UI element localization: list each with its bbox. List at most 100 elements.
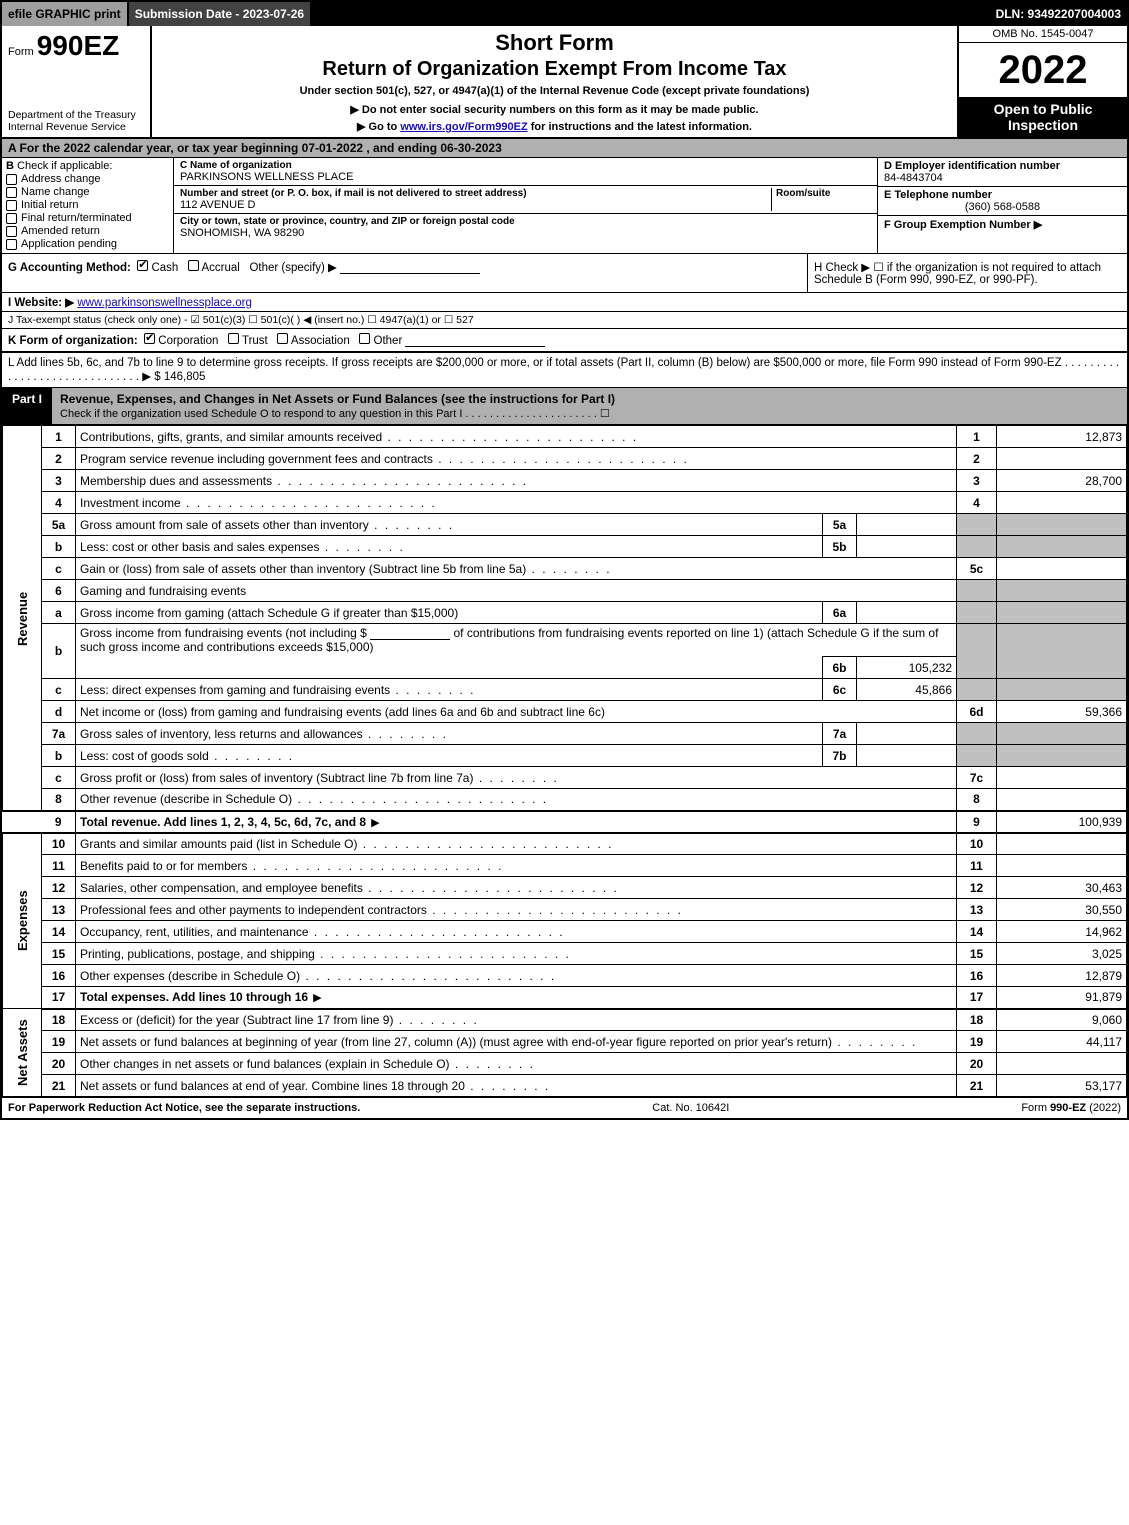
mid-val: 105,232: [857, 657, 957, 679]
line-desc: Salaries, other compensation, and employ…: [80, 881, 619, 895]
table-row: 2 Program service revenue including gove…: [3, 448, 1127, 470]
line-desc: Occupancy, rent, utilities, and maintena…: [80, 925, 565, 939]
line-desc: Less: cost of goods sold: [80, 749, 294, 763]
side-revenue: Revenue: [3, 426, 42, 811]
chk-amended-return[interactable]: Amended return: [6, 225, 169, 237]
table-row: 13 Professional fees and other payments …: [3, 899, 1127, 921]
efile-print-button[interactable]: efile GRAPHIC print: [2, 2, 129, 26]
g-label: G Accounting Method:: [8, 262, 131, 274]
blank-input[interactable]: [370, 627, 450, 640]
row-k: K Form of organization: Corporation Trus…: [2, 329, 1127, 353]
header-right: OMB No. 1545-0047 2022 Open to Public In…: [957, 26, 1127, 137]
checkbox-icon[interactable]: [137, 260, 148, 271]
checkbox-icon[interactable]: [228, 333, 239, 344]
res-num: 14: [957, 921, 997, 943]
line-num: 6: [42, 580, 76, 602]
part-i-label: Part I: [2, 388, 52, 424]
k-other-input[interactable]: [405, 334, 545, 347]
checkbox-icon[interactable]: [359, 333, 370, 344]
b-check-label: Check if applicable:: [17, 160, 112, 172]
checkbox-icon[interactable]: [188, 260, 199, 271]
title-return: Return of Organization Exempt From Incom…: [160, 58, 949, 81]
shade: [997, 536, 1127, 558]
line-desc: Less: cost or other basis and sales expe…: [80, 540, 405, 554]
mid-val: [857, 745, 957, 767]
res-num: 21: [957, 1075, 997, 1097]
submission-date: Submission Date - 2023-07-26: [129, 2, 312, 26]
chk-final-return[interactable]: Final return/terminated: [6, 212, 169, 224]
title-short-form: Short Form: [160, 30, 949, 56]
mid-num: 6b: [823, 657, 857, 679]
topbar: efile GRAPHIC print Submission Date - 20…: [2, 2, 1127, 26]
res-num: 13: [957, 899, 997, 921]
table-row: 14 Occupancy, rent, utilities, and maint…: [3, 921, 1127, 943]
table-row: 8 Other revenue (describe in Schedule O)…: [3, 789, 1127, 811]
c-street-label: Number and street (or P. O. box, if mail…: [180, 188, 771, 199]
line-desc: Total revenue. Add lines 1, 2, 3, 4, 5c,…: [80, 815, 366, 829]
shade: [957, 536, 997, 558]
shade: [997, 723, 1127, 745]
chk-application-pending[interactable]: Application pending: [6, 238, 169, 250]
line-desc: Gross sales of inventory, less returns a…: [80, 727, 448, 741]
line-num: 12: [42, 877, 76, 899]
line-num: 9: [42, 811, 76, 833]
res-val: 9,060: [997, 1009, 1127, 1031]
table-row: c Gross profit or (loss) from sales of i…: [3, 767, 1127, 789]
table-row: 16 Other expenses (describe in Schedule …: [3, 965, 1127, 987]
line-desc: Investment income: [80, 496, 437, 510]
header-left: Form 990EZ Department of the Treasury In…: [2, 26, 152, 137]
c-name-label: C Name of organization: [180, 160, 871, 171]
res-num: 6d: [957, 701, 997, 723]
res-val: [997, 833, 1127, 855]
chk-address-change[interactable]: Address change: [6, 173, 169, 185]
line-num: d: [42, 701, 76, 723]
block-bcdef: B Check if applicable: Address change Na…: [2, 158, 1127, 254]
k-opt: Other: [374, 335, 403, 347]
l-value: 146,805: [164, 371, 206, 383]
table-row: 9 Total revenue. Add lines 1, 2, 3, 4, 5…: [3, 811, 1127, 833]
checkbox-icon[interactable]: [144, 333, 155, 344]
res-val: 30,463: [997, 877, 1127, 899]
side-net-assets: Net Assets: [3, 1009, 42, 1097]
line-desc: Printing, publications, postage, and shi…: [80, 947, 571, 961]
res-val: 44,117: [997, 1031, 1127, 1053]
table-row: 12 Salaries, other compensation, and emp…: [3, 877, 1127, 899]
res-num: 18: [957, 1009, 997, 1031]
g-other-input[interactable]: [340, 261, 480, 274]
org-name: PARKINSONS WELLNESS PLACE: [180, 171, 871, 183]
checkbox-icon: [6, 226, 17, 237]
c-city-label: City or town, state or province, country…: [180, 216, 871, 227]
k-opt: Association: [291, 335, 350, 347]
res-num: 19: [957, 1031, 997, 1053]
line-desc: Grants and similar amounts paid (list in…: [80, 837, 613, 851]
line-num: 8: [42, 789, 76, 811]
mid-num: 5b: [823, 536, 857, 558]
res-num: 16: [957, 965, 997, 987]
line-num: c: [42, 767, 76, 789]
table-row: 11 Benefits paid to or for members 11: [3, 855, 1127, 877]
chk-initial-return[interactable]: Initial return: [6, 199, 169, 211]
irs: Internal Revenue Service: [8, 121, 144, 133]
chk-name-change[interactable]: Name change: [6, 186, 169, 198]
res-val: 30,550: [997, 899, 1127, 921]
col-def: D Employer identification number 84-4843…: [877, 158, 1127, 253]
irs-link[interactable]: www.irs.gov/Form990EZ: [400, 121, 527, 133]
shade: [957, 602, 997, 624]
line-num: 11: [42, 855, 76, 877]
row-l: L Add lines 5b, 6c, and 7b to line 9 to …: [2, 353, 1127, 388]
line-num: 18: [42, 1009, 76, 1031]
line-num: 20: [42, 1053, 76, 1075]
g-other: Other (specify) ▶: [249, 262, 336, 274]
website-link[interactable]: www.parkinsonswellnessplace.org: [77, 297, 252, 309]
shade: [957, 723, 997, 745]
line-num: b: [42, 624, 76, 679]
line-num: 10: [42, 833, 76, 855]
mid-val: [857, 514, 957, 536]
line-desc: Gain or (loss) from sale of assets other…: [80, 562, 612, 576]
mid-num: 6a: [823, 602, 857, 624]
org-city: SNOHOMISH, WA 98290: [180, 227, 871, 239]
line-desc: Net assets or fund balances at beginning…: [80, 1035, 917, 1049]
checkbox-icon[interactable]: [277, 333, 288, 344]
line-desc: Net income or (loss) from gaming and fun…: [80, 705, 605, 719]
c-room-label: Room/suite: [776, 188, 871, 199]
